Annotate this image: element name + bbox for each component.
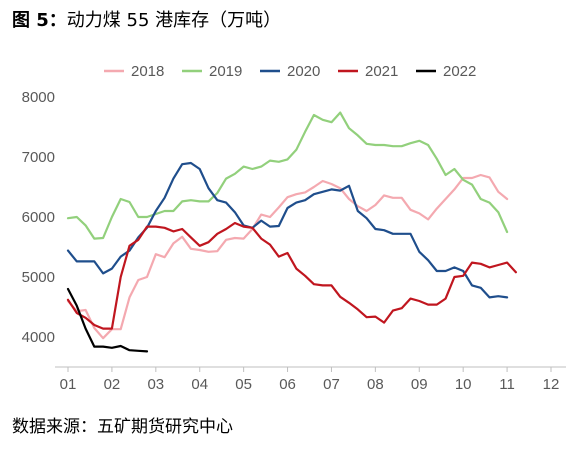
legend-label-2022: 2022 [443, 63, 476, 80]
figure-number: 图 5： [12, 10, 67, 31]
legend: 2018 2019 2020 2021 2022 [104, 63, 476, 80]
x-tick-label-11: 11 [499, 376, 515, 393]
chart-title-text: 动力煤 55 港库存（万吨） [66, 10, 282, 31]
series-lines [66, 111, 517, 353]
x-tick-label-05: 05 [235, 376, 252, 393]
legend-label-2021: 2021 [365, 63, 398, 80]
series-line-2022 [66, 287, 149, 353]
x-tick-label-12: 12 [543, 376, 560, 393]
x-tick-label-08: 08 [367, 376, 384, 393]
y-tick-label-8000: 8000 [22, 89, 55, 106]
y-tick-label-6000: 6000 [22, 209, 55, 226]
chart-title: 图 5：动力煤 55 港库存（万吨） [12, 10, 281, 32]
x-tick-label-02: 02 [104, 376, 121, 393]
y-tick-label-4000: 4000 [22, 329, 55, 346]
series-line-2018 [66, 173, 509, 340]
legend-label-2018: 2018 [131, 63, 164, 80]
x-tick-label-03: 03 [147, 376, 164, 393]
x-tick-label-09: 09 [411, 376, 428, 393]
x-tick-label-06: 06 [279, 376, 296, 393]
legend-label-2019: 2019 [209, 63, 242, 80]
y-tick-label-7000: 7000 [22, 149, 55, 166]
x-tick-label-07: 07 [323, 376, 340, 393]
series-line-2021 [66, 221, 517, 330]
series-line-2019 [66, 111, 509, 240]
x-axis-ticks: 01 02 03 04 05 06 07 08 09 10 11 12 [60, 367, 560, 393]
y-axis-ticks: 4000 5000 6000 7000 8000 [22, 89, 55, 346]
x-tick-label-04: 04 [191, 376, 208, 393]
legend-label-2020: 2020 [287, 63, 320, 80]
series-line-2020 [66, 161, 509, 299]
data-source-note: 数据来源：五矿期货研究中心 [12, 417, 233, 437]
x-tick-label-10: 10 [455, 376, 472, 393]
y-tick-label-5000: 5000 [22, 269, 55, 286]
x-tick-label-01: 01 [60, 376, 77, 393]
